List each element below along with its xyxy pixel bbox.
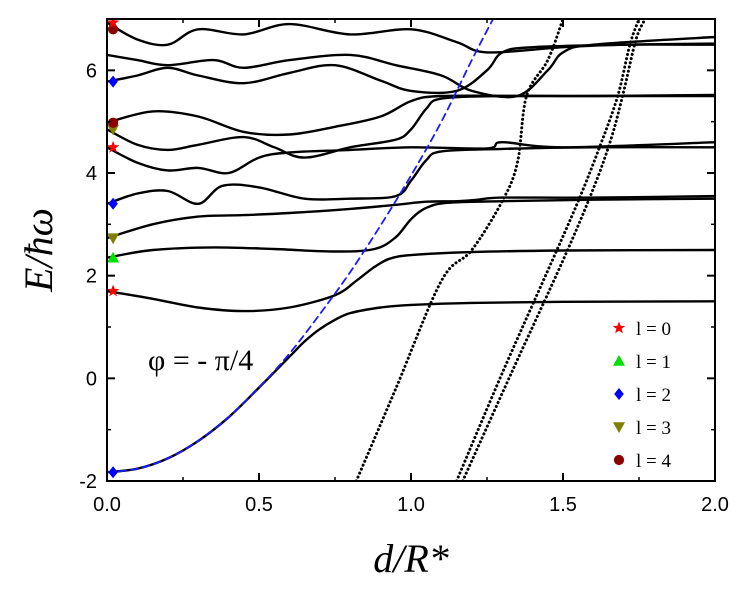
legend-marker-l3	[613, 422, 625, 433]
x-axis-title: d/R*	[373, 536, 449, 581]
series-line-4	[107, 194, 715, 240]
series-line-2	[107, 248, 715, 313]
x-tick-label: 0.5	[245, 494, 273, 516]
series-line-14	[455, 19, 641, 481]
y-axis-title: E/ħω	[16, 208, 61, 293]
legend-label-l0: l = 0	[636, 319, 671, 340]
legend-label-l3: l = 3	[636, 418, 671, 439]
initial-marker-l0-1	[107, 284, 120, 297]
legend-entry-l3: l = 3	[613, 418, 671, 439]
x-tick-label: 0.0	[93, 494, 121, 516]
series-line-6	[107, 140, 715, 175]
legend: l = 0 l = 1 l = 2 l = 3 l = 4	[612, 319, 671, 472]
legend-label-l4: l = 4	[636, 451, 671, 472]
x-tick-label: 1.0	[397, 494, 425, 516]
initial-marker-l2-4	[108, 197, 118, 210]
y-tick-label: 0	[86, 368, 97, 390]
series-line-15	[461, 19, 647, 481]
legend-entry-l1: l = 1	[613, 352, 671, 373]
initial-marker-l0-10	[107, 19, 120, 28]
initial-marker-l1-2	[107, 251, 120, 263]
x-tick-label: 1.5	[549, 494, 577, 516]
initial-marker-l0-5	[107, 140, 120, 153]
legend-entry-l0: l = 0	[612, 319, 671, 340]
initial-marker-l3-3	[107, 233, 120, 245]
series-layer	[107, 19, 715, 481]
legend-label-l1: l = 1	[636, 352, 671, 373]
y-tick-label: 4	[86, 163, 97, 185]
series-line-13	[354, 19, 565, 481]
series-line-5	[107, 146, 715, 206]
legend-entry-l4: l = 4	[613, 451, 671, 472]
y-tick-label: 6	[86, 60, 97, 82]
axis-ticks: 0.0 0.5 1.0 1.5 2.0 -2 0 2 4 6	[79, 19, 729, 516]
initial-marker-l2-0	[108, 466, 118, 479]
series-line-12	[107, 19, 494, 474]
legend-marker-l4	[613, 454, 625, 466]
initial-marker-l3-6	[107, 124, 120, 136]
initial-markers	[107, 19, 120, 479]
legend-marker-l0	[612, 321, 626, 334]
y-tick-label: 2	[86, 266, 97, 288]
legend-entry-l2: l = 2	[614, 385, 671, 406]
legend-marker-l1	[613, 355, 625, 366]
initial-marker-l2-8	[108, 75, 118, 88]
initial-marker-l4-9	[107, 24, 119, 35]
series-line-9	[107, 42, 715, 95]
series-line-3	[107, 197, 715, 259]
legend-marker-l2	[614, 388, 624, 400]
initial-marker-l4-7	[107, 117, 119, 128]
annotation-phi: φ = - π/4	[148, 344, 253, 377]
series-line-10	[107, 35, 715, 99]
legend-label-l2: l = 2	[636, 385, 671, 406]
series-line-11	[107, 21, 715, 54]
x-tick-label: 2.0	[701, 494, 729, 516]
y-tick-label: -2	[79, 471, 97, 493]
